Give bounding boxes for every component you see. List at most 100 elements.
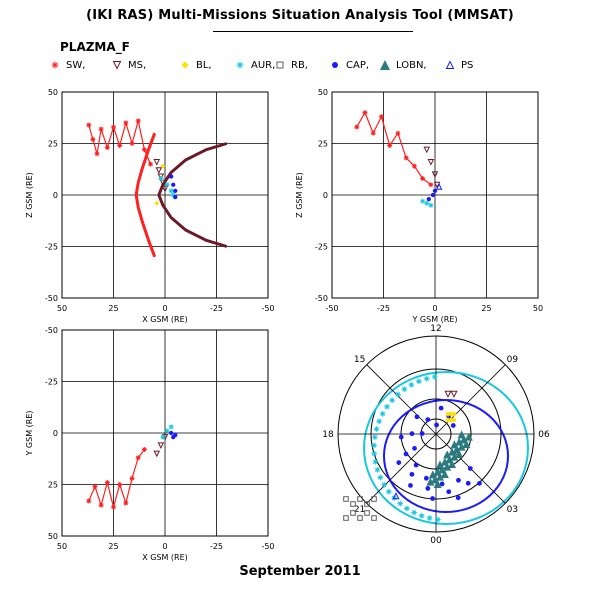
x-tick-label: -50 xyxy=(325,304,338,313)
polar-point xyxy=(384,403,390,410)
y-tick-label: -25 xyxy=(315,243,328,252)
polar-point xyxy=(450,390,458,398)
boundary-curve xyxy=(157,142,228,248)
data-point xyxy=(158,176,164,182)
mlt-label: 21 xyxy=(354,505,365,515)
data-point xyxy=(170,192,176,198)
y-tick-label: 0 xyxy=(53,191,58,200)
legend-item: MS, xyxy=(112,60,146,71)
polar-point xyxy=(372,459,379,465)
polar-point xyxy=(465,480,471,486)
polar-point xyxy=(401,386,408,393)
polar-point xyxy=(395,391,401,398)
legend-label: LOBN, xyxy=(396,60,427,71)
polar-point xyxy=(398,434,404,440)
mlt-label: 12 xyxy=(430,324,441,334)
data-point xyxy=(157,173,165,181)
legend-label: RB, xyxy=(291,60,308,71)
x-tick-label: -25 xyxy=(210,542,223,551)
orbit-path xyxy=(88,449,145,510)
polar-point xyxy=(376,418,382,425)
polar-point xyxy=(438,405,444,411)
diamond-icon xyxy=(181,61,189,69)
polar-point xyxy=(477,480,482,486)
polar-point xyxy=(408,483,413,488)
y-tick-label: -25 xyxy=(45,243,58,252)
y-tick-label: 50 xyxy=(48,88,58,97)
polar-point xyxy=(426,515,433,521)
polar-spoke xyxy=(366,433,437,504)
polar-point xyxy=(350,501,356,507)
chart-title: (IKI RAS) Multi-Missions Situation Analy… xyxy=(86,8,514,23)
legend-item: RB, xyxy=(275,60,308,71)
polar-point xyxy=(372,434,378,440)
polar-point xyxy=(409,471,415,477)
polar-point xyxy=(357,496,363,502)
data-point xyxy=(155,167,163,174)
data-point xyxy=(432,188,438,194)
polar-point xyxy=(451,417,457,423)
polar-point xyxy=(430,496,435,501)
data-point xyxy=(420,198,426,204)
polar-point xyxy=(414,414,420,420)
polar-point xyxy=(440,470,449,478)
data-point xyxy=(154,200,160,206)
legend: SW, MS, BL, AUR, RB, CAP, LOBN, PS xyxy=(50,60,570,80)
legend-item: CAP, xyxy=(330,60,369,71)
data-point xyxy=(362,110,368,116)
x-tick-label: 0 xyxy=(432,304,437,313)
data-point xyxy=(117,482,123,487)
polar-point xyxy=(423,475,429,481)
polar-point xyxy=(433,480,442,488)
polar-point xyxy=(464,432,473,441)
data-point xyxy=(430,192,436,198)
polar-point xyxy=(357,515,363,521)
y-tick-label: 25 xyxy=(48,140,58,149)
legend-label: AUR, xyxy=(251,60,276,71)
data-point xyxy=(153,159,161,166)
polar-point xyxy=(444,390,452,398)
polar-point xyxy=(436,472,444,481)
polar-point xyxy=(445,417,451,423)
asterisk-icon xyxy=(51,61,59,69)
polar-point xyxy=(413,462,419,468)
polar-point xyxy=(389,397,395,404)
polar-point xyxy=(371,442,377,449)
data-point xyxy=(123,120,129,126)
polar-ring xyxy=(363,371,529,525)
dot-icon xyxy=(332,62,338,68)
mlt-label: 03 xyxy=(507,505,518,515)
polar-point xyxy=(374,467,381,473)
x-tick-label: 25 xyxy=(108,304,118,313)
data-point xyxy=(354,124,360,130)
data-point xyxy=(171,182,176,187)
polar-point xyxy=(408,382,415,388)
polar-point xyxy=(446,489,452,495)
polar-point xyxy=(379,410,386,417)
y-tick-label: 25 xyxy=(48,481,58,490)
polar-point xyxy=(460,435,468,444)
polar-point xyxy=(392,492,400,500)
polar-point xyxy=(456,477,461,483)
y-tick-label: -50 xyxy=(45,294,58,303)
data-point xyxy=(173,194,178,200)
polar-point xyxy=(452,445,461,454)
data-point xyxy=(428,182,434,188)
data-point xyxy=(370,130,376,136)
polar-point xyxy=(451,411,457,417)
x-axis-label: Y GSM (RE) xyxy=(411,315,457,324)
legend-marker xyxy=(380,60,390,70)
polar-point xyxy=(457,442,466,451)
date-footer: September 2011 xyxy=(239,564,361,579)
legend-label: PS xyxy=(461,60,474,71)
polar-point xyxy=(448,417,454,423)
data-point xyxy=(427,159,435,166)
polar-point xyxy=(455,450,464,458)
polar-point xyxy=(416,378,422,385)
polar-point xyxy=(385,488,392,495)
x-tick-label: 0 xyxy=(162,542,167,551)
y-axis-label: Y GSM (RE) xyxy=(25,410,34,456)
legend-label: SW, xyxy=(66,60,86,71)
polar-point xyxy=(381,482,387,488)
x-tick-label: 50 xyxy=(57,542,67,551)
